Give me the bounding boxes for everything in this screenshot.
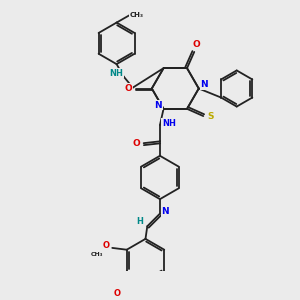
Text: O: O	[192, 40, 200, 49]
Text: H: H	[136, 217, 143, 226]
Text: N: N	[161, 207, 169, 216]
Text: N: N	[154, 101, 162, 110]
Text: NH: NH	[110, 69, 124, 78]
Text: O: O	[102, 241, 110, 250]
Text: CH₃: CH₃	[91, 252, 103, 257]
Text: CH₃: CH₃	[130, 12, 143, 18]
Text: NH: NH	[162, 119, 176, 128]
Text: O: O	[124, 84, 132, 93]
Text: O: O	[133, 139, 140, 148]
Text: N: N	[200, 80, 208, 89]
Text: O: O	[113, 289, 120, 298]
Text: S: S	[207, 112, 214, 121]
